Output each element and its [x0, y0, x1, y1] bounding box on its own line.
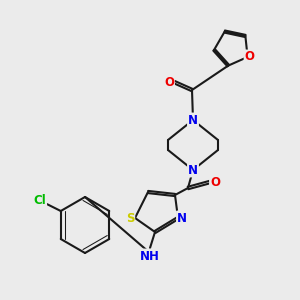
Text: N: N	[188, 164, 198, 176]
Text: O: O	[164, 76, 174, 88]
Text: O: O	[244, 50, 255, 64]
Text: N: N	[177, 212, 187, 224]
Text: NH: NH	[140, 250, 160, 262]
Text: N: N	[188, 113, 198, 127]
Text: Cl: Cl	[33, 194, 46, 208]
Text: S: S	[126, 212, 134, 224]
Text: O: O	[210, 176, 220, 188]
